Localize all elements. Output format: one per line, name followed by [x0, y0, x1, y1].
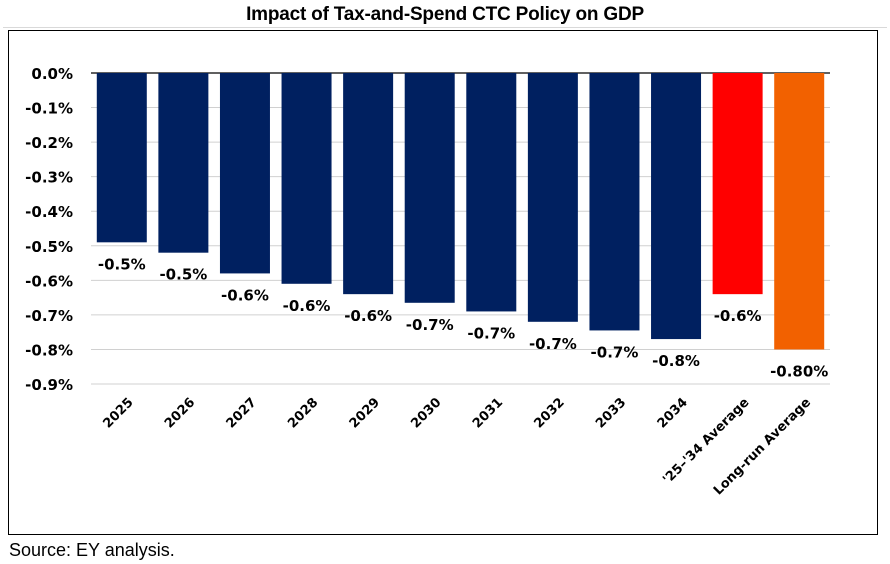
x-tick-label: 2026 [162, 395, 198, 431]
bar [466, 73, 517, 312]
x-tick-label: 2033 [593, 395, 629, 431]
x-axis: 2025 2026 2027 2028 2029 2030 2031 2032 2033 2034… [100, 395, 814, 498]
data-label: -0.5% [98, 255, 146, 273]
bar [712, 73, 763, 295]
x-tick-label: 2025 [100, 395, 136, 431]
gridlines [91, 72, 830, 385]
bar [651, 73, 702, 340]
y-tick-label: -0.6% [25, 272, 73, 290]
y-tick-label: -0.3% [25, 169, 73, 187]
data-label: -0.6% [283, 297, 331, 315]
data-label: -0.7% [591, 343, 639, 361]
bar [343, 73, 394, 295]
x-tick-label: 2028 [285, 395, 321, 431]
chart-title: Impact of Tax-and-Spend CTC Policy on GD… [246, 4, 644, 25]
y-tick-label: -0.8% [25, 341, 73, 359]
source-note: Source: EY analysis. [9, 540, 175, 560]
x-tick-label: 2030 [408, 395, 444, 431]
data-label: -0.80% [770, 362, 828, 380]
data-label: -0.7% [467, 324, 515, 342]
data-label: -0.7% [406, 316, 454, 334]
data-label: -0.6% [714, 307, 762, 325]
bar [219, 73, 270, 274]
y-tick-label: -0.9% [25, 376, 73, 394]
x-tick-label: 2034 [655, 395, 691, 431]
data-label: -0.6% [344, 307, 392, 325]
y-tick-label: -0.7% [25, 307, 73, 325]
x-tick-label: 2032 [532, 395, 568, 431]
bar [158, 73, 209, 253]
data-label: -0.7% [529, 335, 577, 353]
y-tick-label: 0.0% [31, 65, 73, 83]
data-label: -0.5% [159, 266, 207, 284]
y-tick-label: -0.2% [25, 134, 73, 152]
chart-frame [8, 30, 878, 535]
data-label: -0.8% [652, 352, 700, 370]
bar [527, 73, 578, 322]
x-tick-label: 2029 [347, 395, 383, 431]
x-tick-label: 2027 [224, 395, 260, 431]
data-labels: -0.5% -0.5% -0.6% -0.6% -0.6% -0.7% -0.7% -0.7%… [98, 255, 828, 380]
title-divider [3, 27, 887, 28]
y-axis: 0.0% -0.1% -0.2% -0.3% -0.4% -0.5% -0.6% -0.7% -… [25, 65, 73, 394]
bar [281, 73, 332, 284]
y-tick-label: -0.4% [25, 203, 73, 221]
bar [774, 73, 825, 350]
y-tick-label: -0.1% [25, 100, 73, 118]
y-tick-label: -0.5% [25, 238, 73, 256]
bar [96, 73, 147, 243]
bars [96, 73, 825, 350]
x-tick-label: 2031 [470, 395, 506, 431]
bar [404, 73, 455, 303]
bar [589, 73, 640, 331]
data-label: -0.6% [221, 286, 269, 304]
